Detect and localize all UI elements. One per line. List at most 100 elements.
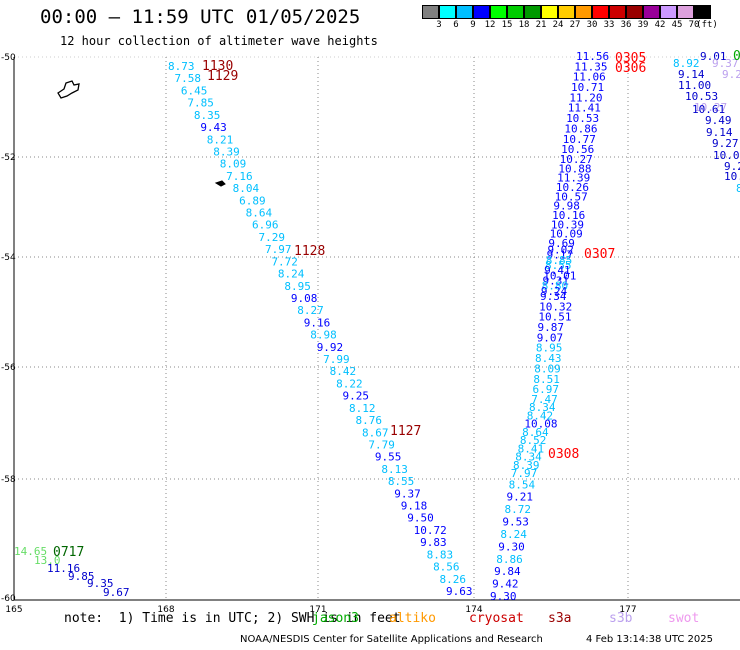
wave-height-value: 10.57	[555, 190, 588, 203]
wave-height-value: 8.73	[168, 60, 195, 73]
wave-height-value: 8.24	[500, 528, 527, 541]
wave-height-value: 10.88	[558, 162, 591, 175]
wave-height-value: 9.27	[712, 137, 739, 150]
wave-height-value: 11.16	[47, 562, 80, 575]
wave-height-value: 8.95	[284, 280, 311, 293]
wave-height-value: 10.51	[538, 311, 571, 324]
wave-height-value: 7.47	[531, 393, 558, 406]
wave-height-value: 8.54	[509, 478, 536, 491]
wave-height-value: 9.83	[420, 536, 447, 549]
wave-height-value: 9.2	[722, 68, 740, 81]
wave-height-value: 11.39	[557, 172, 590, 185]
wave-height-value: 7.97	[511, 467, 538, 480]
wave-height-value: 10.32	[539, 300, 572, 313]
legend-label: 30	[586, 20, 598, 30]
legend-swatch	[524, 5, 541, 19]
wave-height-value: 10.86	[564, 122, 597, 135]
wave-height-value: 9.63	[446, 585, 473, 598]
legend-label: 42	[654, 20, 666, 30]
wave-height-value: 8.12	[349, 402, 376, 415]
legend-swatch	[456, 5, 473, 19]
track-time-label: 1129	[207, 69, 238, 84]
wave-height-value: 9.21	[507, 491, 534, 504]
wave-height-value: 9.30	[498, 540, 525, 553]
wave-height-value: 8.64	[522, 426, 549, 439]
legend-swatch	[541, 5, 558, 19]
wave-height-value: 7.72	[271, 255, 298, 268]
wave-height-value: 9.69	[548, 237, 575, 250]
legend-swatch	[473, 5, 490, 19]
wave-height-value: 8.55	[388, 475, 415, 488]
legend-swatch	[558, 5, 575, 19]
legend-swatch	[422, 5, 439, 19]
wave-height-value: 8.76	[355, 414, 382, 427]
wave-height-value: 10.26	[556, 181, 589, 194]
track-time-label: 0	[733, 49, 740, 64]
wave-height-value: 10.16	[552, 209, 585, 222]
wave-height-value: 7.85	[187, 97, 214, 110]
island-shape	[214, 180, 226, 187]
lat-label: -50	[1, 53, 16, 63]
legend-swatch	[439, 5, 456, 19]
wave-height-value: 6.45	[181, 84, 208, 97]
legend-swatch	[660, 5, 677, 19]
wave-height-value: 9.49	[705, 114, 732, 127]
wave-height-value: 10.09	[550, 228, 583, 241]
wave-height-value: 7.16	[226, 170, 253, 183]
credit-line: NOAA/NESDIS Center for Satellite Applica…	[240, 634, 543, 645]
wave-height-value: 9.37	[394, 487, 421, 500]
wave-height-value: 9.24	[541, 285, 568, 298]
wave-height-value: 9.42	[492, 578, 519, 591]
wave-height-value: 6.97	[533, 383, 560, 396]
legend-swatch	[609, 5, 626, 19]
wave-height-value: 10.39	[551, 218, 584, 231]
legend-swatch	[592, 5, 609, 19]
legend-label: 24	[552, 20, 564, 30]
wave-height-value: 8.09	[220, 158, 247, 171]
wave-height-value: 7.99	[323, 353, 350, 366]
satellite-label-cryosat: cryosat	[469, 611, 524, 626]
wave-height-value: 8.52	[520, 434, 547, 447]
wave-height-value: 10.	[724, 170, 740, 183]
wave-height-value: 8.85	[546, 254, 573, 267]
legend-label: 6	[453, 20, 459, 30]
wave-height-value: 6.96	[252, 219, 279, 232]
legend-swatch	[643, 5, 660, 19]
track-time-label: 0308	[548, 447, 579, 462]
wave-height-value: 9.14	[706, 126, 733, 139]
wave-height-value: 9.55	[375, 451, 402, 464]
wave-height-value: 8.04	[233, 182, 260, 195]
wave-height-value: 9.53	[502, 516, 529, 529]
satellite-label-s3b: s3b	[609, 611, 633, 626]
wave-height-value: 11.41	[568, 102, 601, 115]
legend-label: 70	[688, 20, 700, 30]
wave-height-value: 8.42	[330, 365, 357, 378]
page-title: 00:00 – 11:59 UTC 01/05/2025	[40, 6, 361, 28]
wave-height-value: 8.27	[297, 304, 324, 317]
wave-height-value: 9.08	[291, 292, 318, 305]
satellite-label-altiko: altiko	[389, 611, 436, 626]
wave-height-value: 8.39	[213, 145, 240, 158]
wave-height-value: 8.39	[513, 459, 540, 472]
wave-height-value: 11.56	[576, 50, 609, 63]
wave-height-value: 8.86	[496, 553, 523, 566]
wave-height-value: 9.30	[490, 590, 517, 603]
wave-height-value: 9.01	[700, 50, 727, 63]
wave-height-value: 10.56	[561, 143, 594, 156]
wave-height-value: 9.98	[553, 200, 580, 213]
wave-height-value: 9.50	[407, 512, 434, 525]
track-time-label: 1128	[294, 244, 325, 259]
wave-height-value: 9.92	[317, 341, 344, 354]
track-time-label: 0717	[53, 545, 84, 560]
legend-label: 12	[484, 20, 496, 30]
track-time-label: 0305	[615, 51, 646, 66]
wave-height-value: 9.16	[304, 316, 331, 329]
legend-swatch	[507, 5, 524, 19]
legend-swatch	[626, 5, 643, 19]
wave-height-value: 7.58	[174, 72, 201, 85]
wave-height-value: 7.97	[265, 243, 292, 256]
lat-label: -60	[1, 594, 16, 604]
legend-label: 18	[518, 20, 530, 30]
wave-height-value: 8.42	[527, 409, 554, 422]
lat-label: -58	[1, 475, 16, 485]
